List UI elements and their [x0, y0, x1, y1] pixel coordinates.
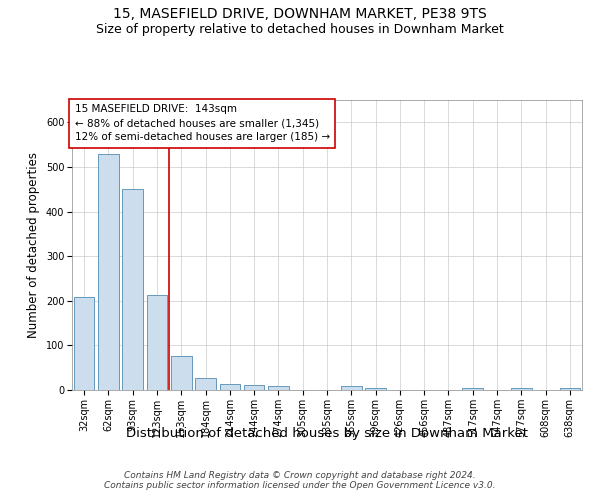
Text: Distribution of detached houses by size in Downham Market: Distribution of detached houses by size … [126, 428, 528, 440]
Bar [171, 356, 191, 390]
Bar [341, 386, 362, 390]
Bar [146, 295, 167, 390]
Text: Size of property relative to detached houses in Downham Market: Size of property relative to detached ho… [96, 22, 504, 36]
Bar [220, 384, 240, 390]
Bar [268, 386, 289, 390]
Bar [244, 385, 265, 390]
Y-axis label: Number of detached properties: Number of detached properties [28, 152, 40, 338]
Bar [195, 378, 216, 390]
Text: Contains HM Land Registry data © Crown copyright and database right 2024.
Contai: Contains HM Land Registry data © Crown c… [104, 470, 496, 490]
Bar [511, 388, 532, 390]
Bar [463, 388, 483, 390]
Bar [74, 297, 94, 390]
Text: 15, MASEFIELD DRIVE, DOWNHAM MARKET, PE38 9TS: 15, MASEFIELD DRIVE, DOWNHAM MARKET, PE3… [113, 8, 487, 22]
Bar [560, 388, 580, 390]
Bar [98, 154, 119, 390]
Text: 15 MASEFIELD DRIVE:  143sqm
← 88% of detached houses are smaller (1,345)
12% of : 15 MASEFIELD DRIVE: 143sqm ← 88% of deta… [74, 104, 329, 142]
Bar [365, 388, 386, 390]
Bar [122, 189, 143, 390]
